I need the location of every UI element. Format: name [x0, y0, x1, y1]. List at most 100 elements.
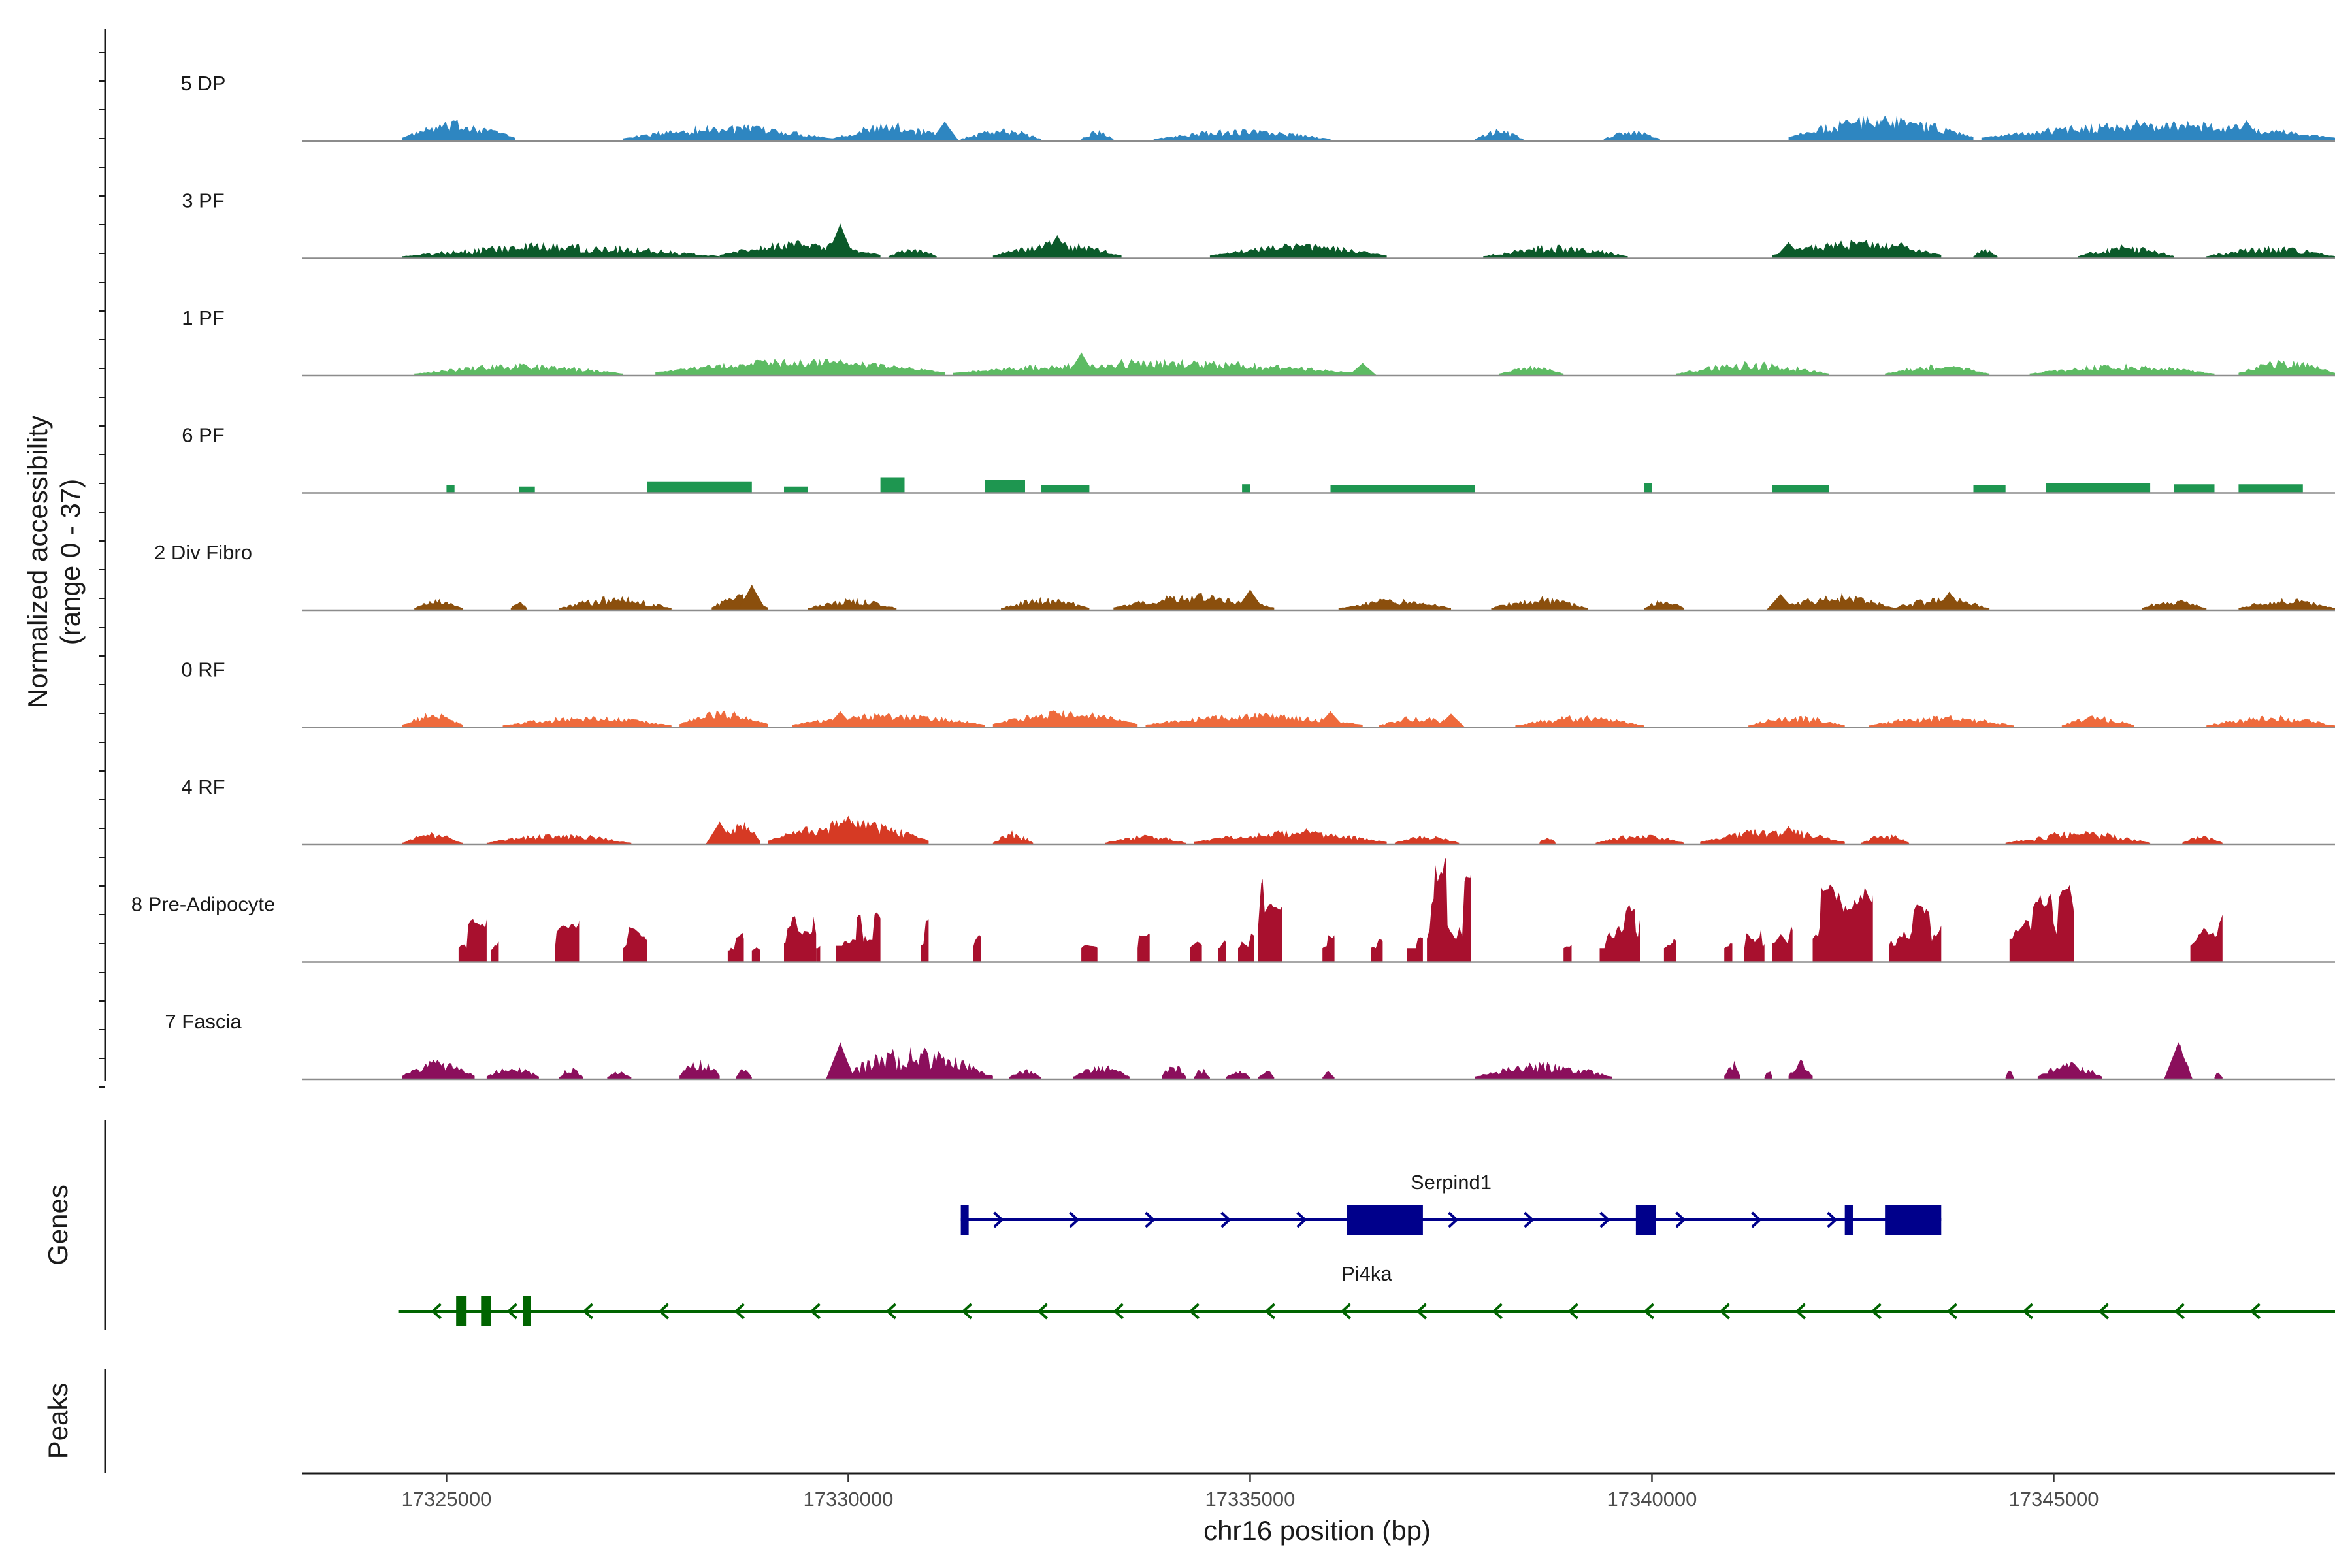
coverage-peak [826, 711, 855, 728]
coverage-region [1861, 834, 1910, 845]
coverage-region [1258, 1071, 1275, 1079]
genes-panel-title: Genes [42, 1184, 73, 1266]
track-label: 0 RF [181, 659, 225, 681]
coverage-peak [930, 121, 960, 141]
track-label: 7 Fascia [165, 1010, 242, 1033]
coverage-region [647, 481, 752, 493]
y-axis-title: Normalized accessibility (range 0 - 37) [22, 416, 86, 708]
coverage-region [1748, 715, 1845, 728]
coverage-region [1595, 834, 1684, 845]
coverage-region [519, 486, 535, 493]
coverage-region [1772, 485, 1829, 493]
coverage-region [808, 598, 897, 610]
strand-arrow [1751, 1211, 1762, 1228]
strand-arrow [885, 1303, 896, 1320]
strand-arrow [1188, 1303, 1200, 1320]
coverage-region [1889, 904, 1942, 962]
coverage-region [1772, 926, 1793, 962]
strand-arrow [2098, 1303, 2109, 1320]
coverage-peak [826, 359, 855, 376]
coverage-region [1226, 1070, 1250, 1079]
coverage-region [402, 242, 720, 259]
coverage-region [2238, 359, 2335, 376]
strand-arrow [506, 1303, 517, 1320]
coverage-region [679, 710, 768, 728]
coverage-region [2238, 598, 2335, 610]
coverage-region [2061, 715, 2134, 728]
coverage-region [1322, 935, 1335, 962]
x-axis-label: chr16 position (bp) [1203, 1515, 1431, 1546]
coverage-region [1599, 904, 1640, 962]
strand-arrow [961, 1303, 972, 1320]
coverage-region [502, 716, 672, 728]
coverage-region [1603, 130, 1660, 141]
coverage-region [1105, 834, 1186, 845]
coverage-region [2078, 244, 2174, 259]
coverage-region [1194, 830, 1387, 845]
coverage-peak [737, 584, 766, 610]
coverage-region [1145, 712, 1363, 728]
coverage-region [2214, 1072, 2223, 1079]
gene-exon [456, 1296, 467, 1326]
strand-arrow [1340, 1303, 1351, 1320]
coverage-region [2206, 715, 2335, 728]
coverage-peak [1935, 591, 1964, 610]
coverage-region [491, 941, 499, 962]
strand-arrow [809, 1303, 821, 1320]
coverage-region [1379, 716, 1460, 728]
coverage-region [888, 249, 937, 259]
coverage-peak [826, 1042, 855, 1079]
coverage-region [1218, 940, 1226, 962]
coverage-region [402, 832, 463, 845]
coverage-peak [1235, 589, 1265, 610]
coverage-region [1812, 884, 1873, 962]
strand-arrow [993, 1211, 1004, 1228]
coverage-region [1394, 834, 1460, 845]
coverage-peak [1292, 828, 1321, 845]
strand-arrow [2022, 1303, 2033, 1320]
coverage-region [1563, 945, 1572, 962]
coverage-region [2238, 484, 2303, 493]
coverage-peak [1436, 713, 1465, 728]
coverage-region [973, 934, 981, 962]
coverage-region [1190, 941, 1202, 962]
coverage-region [2190, 914, 2223, 962]
strand-arrow [1870, 1303, 1882, 1320]
coverage-region [985, 480, 1025, 493]
coverage-region [1475, 129, 1524, 141]
coverage-region [1724, 1060, 1740, 1079]
strand-arrow [734, 1303, 745, 1320]
coverage-region [679, 1059, 720, 1079]
gene-exon [523, 1296, 531, 1326]
genes-title: Genes [42, 1184, 73, 1266]
coverage-region [555, 920, 580, 962]
coverage-region [1780, 593, 1893, 610]
track-3: 6 PF [182, 424, 2335, 494]
coverage-region [832, 1047, 993, 1079]
coverage-peak [1316, 711, 1345, 728]
track-2: 1 PF [182, 306, 2335, 377]
coverage-region [784, 486, 808, 493]
coverage-region [1209, 243, 1387, 259]
coverage-region [1539, 838, 1556, 845]
strand-arrow [1795, 1303, 1806, 1320]
coverage-region [1869, 715, 2014, 728]
coverage-region [1475, 1062, 1612, 1079]
coverage-region [1515, 715, 1644, 728]
coverage-region [1788, 1059, 1813, 1079]
coverage-region [402, 1060, 475, 1079]
coverage-region [1724, 943, 1733, 962]
coverage-region [1407, 937, 1423, 962]
coverage-region [1676, 361, 1829, 376]
coverage-region [1073, 1065, 1130, 1079]
track-label: 8 Pre-Adipocyte [131, 893, 276, 916]
coverage-region [1338, 598, 1451, 610]
coverage-region [1644, 600, 1684, 610]
coverage-region [486, 1067, 539, 1079]
coverage-region [655, 359, 945, 376]
track-label: 1 PF [182, 306, 224, 329]
coverage-region [836, 912, 881, 962]
strand-arrow [1719, 1303, 1730, 1320]
strand-arrow [1492, 1303, 1503, 1320]
